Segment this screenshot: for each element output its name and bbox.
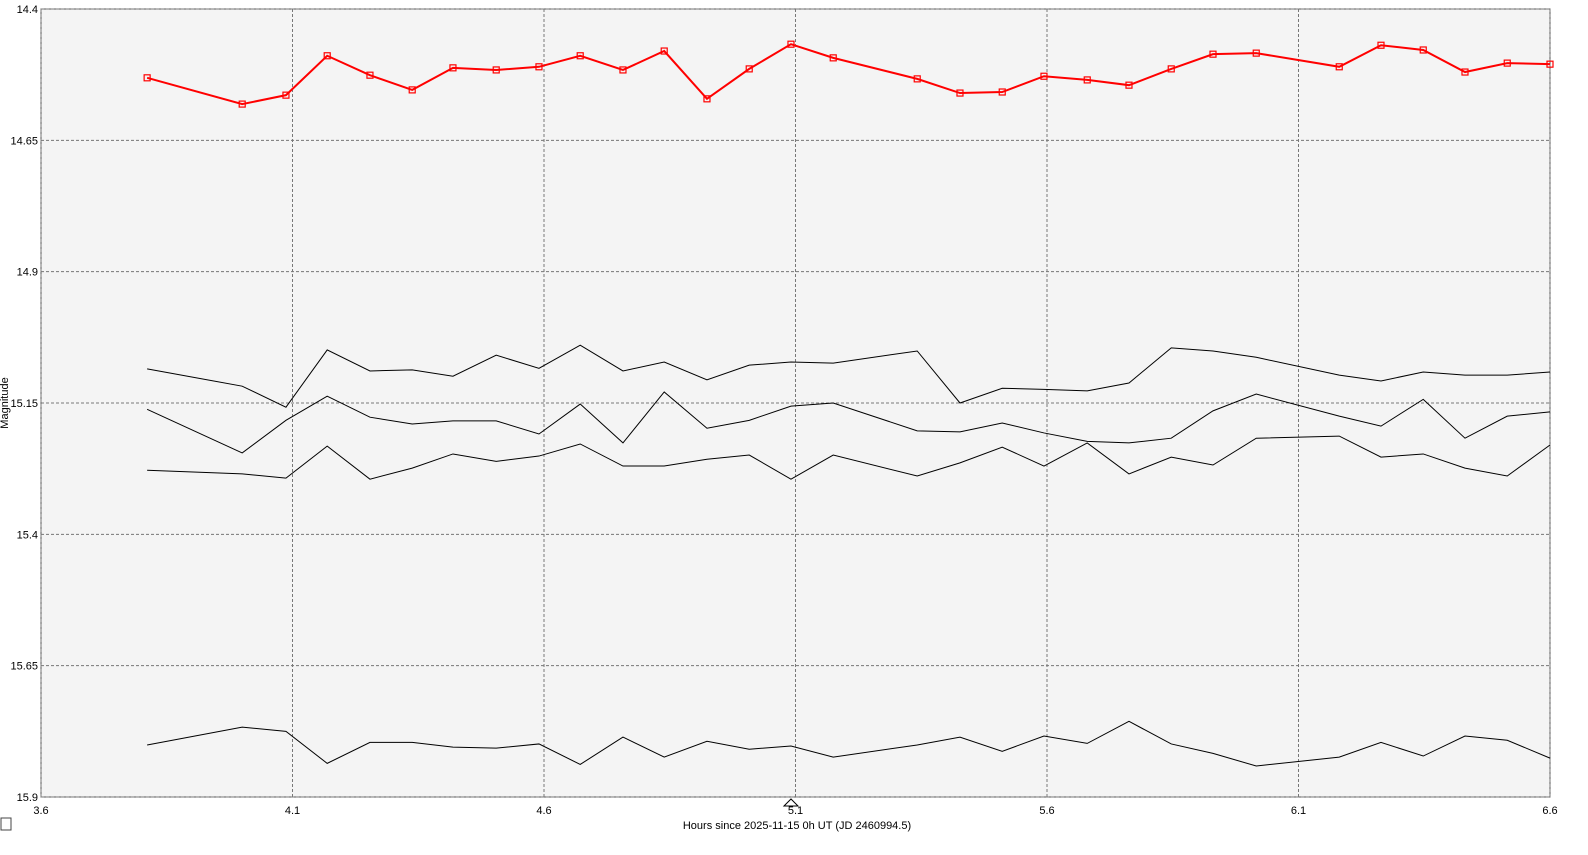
y-axis-label: Magnitude	[0, 377, 11, 428]
data-point	[956, 89, 964, 97]
data-point	[1252, 49, 1260, 57]
data-point	[143, 74, 151, 82]
data-point	[408, 86, 416, 94]
data-point	[1083, 76, 1091, 84]
data-point	[1461, 68, 1469, 76]
x-axis-label: Hours since 2025-11-15 0h UT (JD 2460994…	[683, 820, 911, 832]
y-tick-label: 15.15	[10, 398, 38, 410]
corner-icon	[0, 817, 12, 831]
data-point	[449, 64, 457, 72]
y-tick-label: 15.4	[17, 529, 38, 541]
data-point	[998, 88, 1006, 96]
y-tick-label: 14.65	[10, 135, 38, 147]
y-tick-label: 15.65	[10, 661, 38, 673]
data-point	[1546, 60, 1554, 68]
data-point	[787, 40, 795, 48]
data-point	[1125, 81, 1133, 89]
y-tick-label: 15.9	[17, 792, 38, 804]
data-point	[323, 52, 331, 60]
x-tick-label: 4.1	[285, 805, 300, 817]
data-point	[1040, 72, 1048, 80]
data-point	[1209, 50, 1217, 58]
x-tick-label: 6.1	[1291, 805, 1306, 817]
series-line	[146, 391, 1551, 454]
data-point	[1419, 46, 1427, 54]
x-tick-label: 3.6	[33, 805, 48, 817]
data-point	[492, 66, 500, 74]
data-point	[913, 75, 921, 83]
data-point	[619, 66, 627, 74]
x-tick-label: 4.6	[536, 805, 551, 817]
data-point	[829, 54, 837, 62]
data-point	[535, 63, 543, 71]
time-marker	[782, 798, 800, 807]
x-tick-label: 6.6	[1542, 805, 1557, 817]
data-point	[1167, 65, 1175, 73]
data-point	[1503, 59, 1511, 67]
series-line	[147, 720, 1551, 767]
data-point	[238, 100, 246, 108]
y-tick-label: 14.4	[17, 4, 38, 16]
data-point	[660, 47, 668, 55]
x-tick-label: 5.1	[788, 805, 803, 817]
x-tick-label: 5.6	[1039, 805, 1054, 817]
series-line	[147, 435, 1551, 480]
series-line	[147, 344, 1551, 408]
data-point	[366, 71, 374, 79]
data-point	[1335, 63, 1343, 71]
data-point	[282, 91, 290, 99]
series-line	[146, 43, 1551, 106]
data-point	[576, 52, 584, 60]
data-point	[703, 95, 711, 103]
y-tick-label: 14.9	[17, 267, 38, 279]
data-point	[1377, 41, 1385, 49]
data-point	[745, 65, 753, 73]
